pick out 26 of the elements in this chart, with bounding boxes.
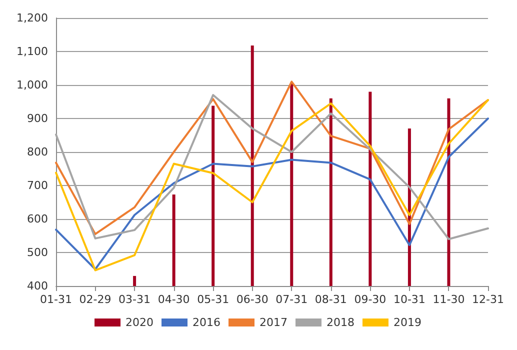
x-tick-label: 03-31 — [118, 293, 151, 306]
x-tick-label: 09-30 — [354, 293, 386, 306]
x-tick-label: 02-29 — [79, 293, 112, 306]
legend-label: 2018 — [326, 316, 354, 329]
x-tick-label: 05-31 — [197, 293, 230, 306]
legend-label: 2019 — [393, 316, 422, 329]
y-tick-label: 400 — [27, 280, 48, 292]
x-tick-label: 06-30 — [236, 293, 268, 306]
legend-label: 2020 — [126, 316, 154, 329]
legend-label: 2016 — [192, 316, 221, 329]
y-tick-label: 600 — [27, 212, 48, 226]
y-tick-label: 800 — [27, 146, 48, 158]
x-tick-label: 12-31 — [472, 293, 504, 306]
y-tick-label: 700 — [27, 179, 48, 192]
x-tick-label: 01-31 — [40, 293, 72, 306]
x-tick-label: 04-30 — [158, 293, 190, 306]
y-tick-label: 1,200 — [16, 12, 48, 24]
x-tick-label: 11-30 — [432, 293, 465, 306]
legend-label: 2017 — [260, 316, 288, 329]
x-tick-label: 07-31 — [276, 293, 308, 306]
x-tick-label: 10-31 — [393, 293, 426, 306]
y-tick-label: 900 — [27, 112, 48, 125]
x-tick-label: 08-31 — [314, 293, 347, 306]
y-tick-label: 500 — [27, 246, 48, 259]
y-tick-label: 1,000 — [16, 78, 48, 92]
y-tick-label: 1,100 — [16, 45, 48, 58]
